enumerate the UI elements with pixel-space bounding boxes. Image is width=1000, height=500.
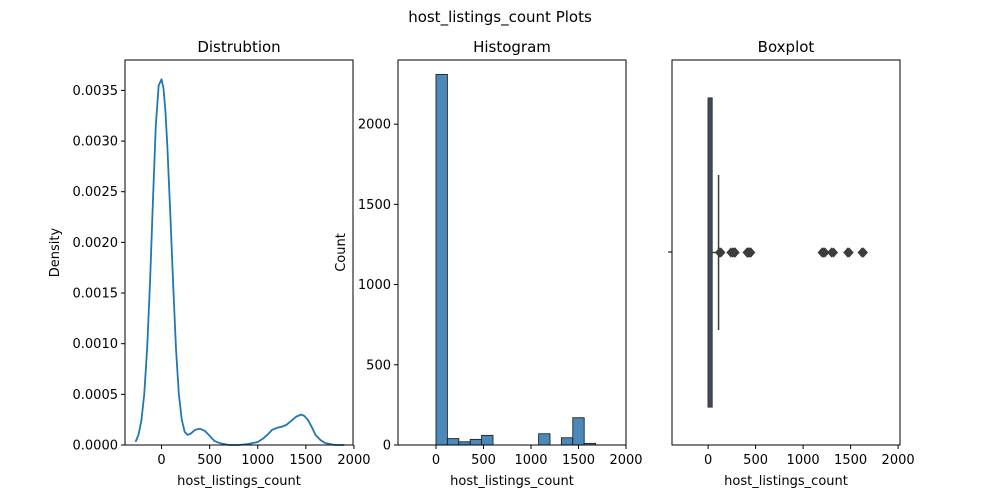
histogram-y-label: Count [334, 233, 349, 272]
boxplot-marks [707, 97, 868, 408]
x-tick-label: 1000 [787, 453, 820, 468]
y-tick-label: 0.0030 [73, 135, 119, 150]
x-tick-label: 0 [157, 453, 165, 468]
x-tick-label: 1000 [514, 453, 547, 468]
x-tick-label: 1000 [241, 453, 274, 468]
histogram-panel: Histogram 0 500 1000 1500 2000 0 500 1000 1500 2… [334, 38, 643, 489]
figure-title: host_listings_count Plots [408, 8, 592, 27]
distribution-title: Distrubtion [197, 38, 280, 56]
x-tick-label: 2000 [337, 453, 370, 468]
boxplot-panel: Boxplot 0 500 1000 1500 2000 host_listings_c… [668, 38, 915, 489]
histogram-bar [435, 73, 448, 446]
distribution-y-ticks: 0.0000 0.0005 0.0010 0.0015 0.0020 0.0025 0.00… [73, 84, 125, 454]
histogram-bar [538, 433, 551, 446]
histogram-bar [572, 417, 585, 446]
y-tick-label: 0.0000 [73, 439, 119, 454]
boxplot-x-ticks: 0 500 1000 1500 2000 [704, 445, 915, 468]
boxplot-title: Boxplot [758, 38, 815, 56]
x-tick-label: 1500 [834, 453, 867, 468]
y-tick-label: 0.0025 [73, 185, 119, 200]
histogram-marks [435, 73, 597, 446]
histogram-x-label: host_listings_count [450, 474, 574, 489]
x-tick-label: 500 [743, 453, 768, 468]
boxplot-outlier [730, 247, 740, 258]
y-tick-label: 1500 [358, 198, 391, 213]
x-tick-label: 500 [471, 453, 496, 468]
distribution-x-label: host_listings_count [177, 474, 301, 489]
x-tick-label: 0 [704, 453, 712, 468]
y-tick-label: 0.0010 [73, 337, 119, 352]
y-tick-label: 0.0005 [73, 388, 119, 403]
y-tick-label: 500 [366, 358, 391, 373]
boxplot-outlier [716, 247, 726, 258]
distribution-plot-frame [124, 59, 354, 446]
y-tick-label: 0.0035 [73, 84, 119, 99]
boxplot-outlier [858, 247, 868, 258]
histogram-bar [481, 434, 494, 446]
x-tick-label: 2000 [609, 453, 642, 468]
distribution-x-ticks: 0 500 1000 1500 2000 [157, 445, 371, 468]
y-tick-label: 1000 [358, 278, 391, 293]
histogram-bar [446, 438, 460, 446]
histogram-bar [469, 438, 483, 446]
histogram-title: Histogram [473, 38, 551, 56]
x-tick-label: 1500 [289, 453, 322, 468]
distribution-panel: Distrubtion 0 500 1000 1500 2000 0.00000.000… [48, 38, 371, 489]
boxplot-x-label: host_listings_count [724, 474, 848, 489]
distribution-marks [134, 78, 345, 446]
boxplot-outlier [820, 247, 830, 258]
boxplot-outlier [844, 247, 854, 258]
y-tick-label: 0 [383, 439, 391, 454]
histogram-x-ticks: 0 500 1000 1500 2000 [432, 445, 643, 468]
histogram-plot-frame [397, 59, 627, 446]
y-tick-label: 0.0020 [73, 236, 119, 251]
x-tick-label: 0 [432, 453, 440, 468]
histogram-bar [560, 437, 574, 446]
boxplot-box [707, 97, 713, 408]
x-tick-label: 1500 [562, 453, 595, 468]
x-tick-label: 2000 [882, 453, 915, 468]
y-tick-label: 2000 [358, 118, 391, 133]
histogram-y-ticks: 0 500 1000 1500 2000 [358, 118, 398, 454]
x-tick-label: 500 [197, 453, 222, 468]
density-line [134, 78, 345, 446]
boxplot-outlier [746, 247, 756, 258]
y-tick-label: 0.0015 [73, 287, 119, 302]
distribution-y-label: Density [48, 227, 63, 277]
boxplot-outlier [828, 247, 839, 258]
